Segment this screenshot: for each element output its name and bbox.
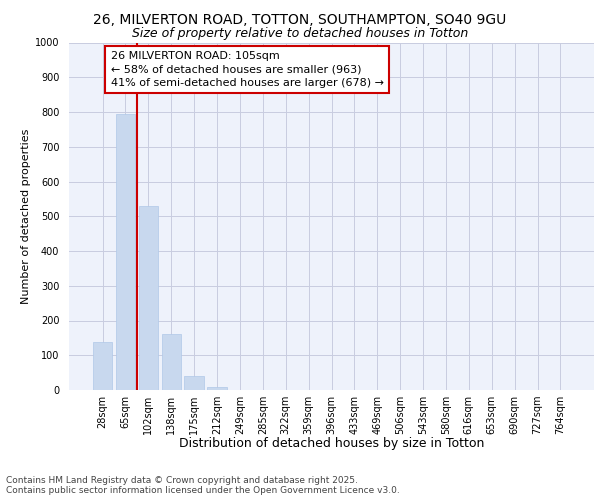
- Bar: [161, 334, 181, 390]
- Bar: [139, 206, 158, 390]
- Bar: [116, 114, 135, 390]
- Bar: [93, 342, 112, 390]
- Text: Contains HM Land Registry data © Crown copyright and database right 2025.
Contai: Contains HM Land Registry data © Crown c…: [6, 476, 400, 495]
- Text: 26, MILVERTON ROAD, TOTTON, SOUTHAMPTON, SO40 9GU: 26, MILVERTON ROAD, TOTTON, SOUTHAMPTON,…: [94, 12, 506, 26]
- X-axis label: Distribution of detached houses by size in Totton: Distribution of detached houses by size …: [179, 437, 484, 450]
- Text: Size of property relative to detached houses in Totton: Size of property relative to detached ho…: [132, 28, 468, 40]
- Bar: [208, 386, 227, 390]
- Bar: [184, 376, 204, 390]
- Text: 26 MILVERTON ROAD: 105sqm
← 58% of detached houses are smaller (963)
41% of semi: 26 MILVERTON ROAD: 105sqm ← 58% of detac…: [110, 51, 383, 88]
- Y-axis label: Number of detached properties: Number of detached properties: [20, 128, 31, 304]
